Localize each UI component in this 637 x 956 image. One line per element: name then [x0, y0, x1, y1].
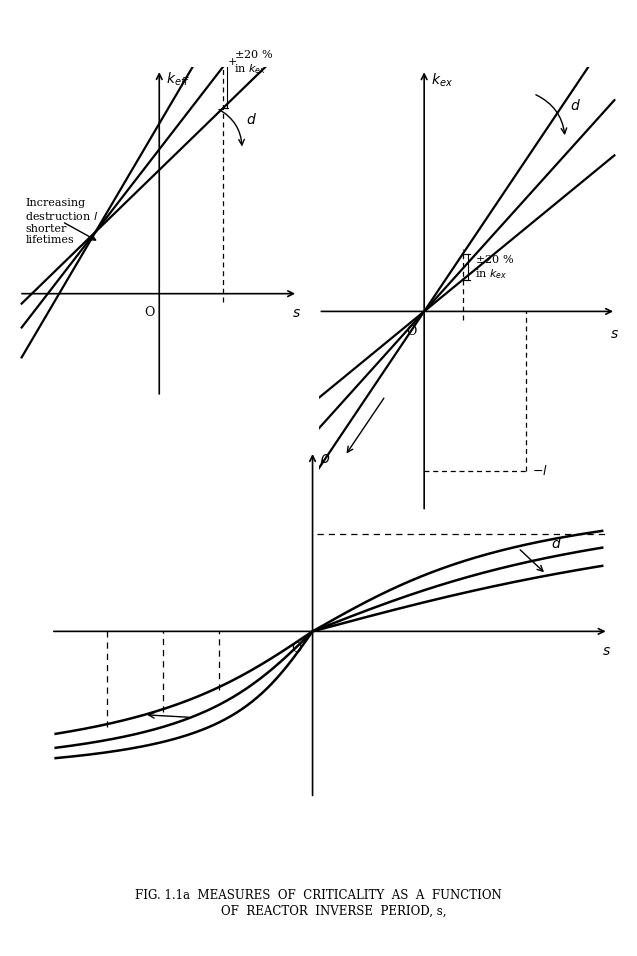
- Text: O: O: [291, 642, 301, 655]
- Text: Increasing
destruction $l$
shorter
lifetimes: Increasing destruction $l$ shorter lifet…: [25, 198, 99, 245]
- Text: $d$: $d$: [570, 98, 581, 113]
- Text: +: +: [227, 56, 237, 67]
- Text: $s$: $s$: [610, 327, 619, 341]
- Text: $\pm$20 %
in $k_{ex}$: $\pm$20 % in $k_{ex}$: [475, 252, 514, 280]
- Text: FIG. 1.1a  MEASURES  OF  CRITICALITY  AS  A  FUNCTION
        OF  REACTOR  INVER: FIG. 1.1a MEASURES OF CRITICALITY AS A F…: [135, 889, 502, 918]
- Text: $d$: $d$: [551, 536, 562, 551]
- Text: $\rho$: $\rho$: [319, 452, 331, 468]
- Text: $s$: $s$: [292, 306, 301, 320]
- Text: O: O: [407, 325, 417, 337]
- Text: $-l$: $-l$: [532, 465, 547, 478]
- Text: $d$: $d$: [246, 112, 257, 127]
- Text: $s$: $s$: [603, 643, 612, 658]
- Text: $k_{eff}$: $k_{eff}$: [166, 71, 190, 89]
- Text: $k_{ex}$: $k_{ex}$: [431, 72, 453, 89]
- Text: $\pm$20 %
in $k_{ex}$: $\pm$20 % in $k_{ex}$: [234, 48, 273, 76]
- Text: O: O: [144, 306, 154, 319]
